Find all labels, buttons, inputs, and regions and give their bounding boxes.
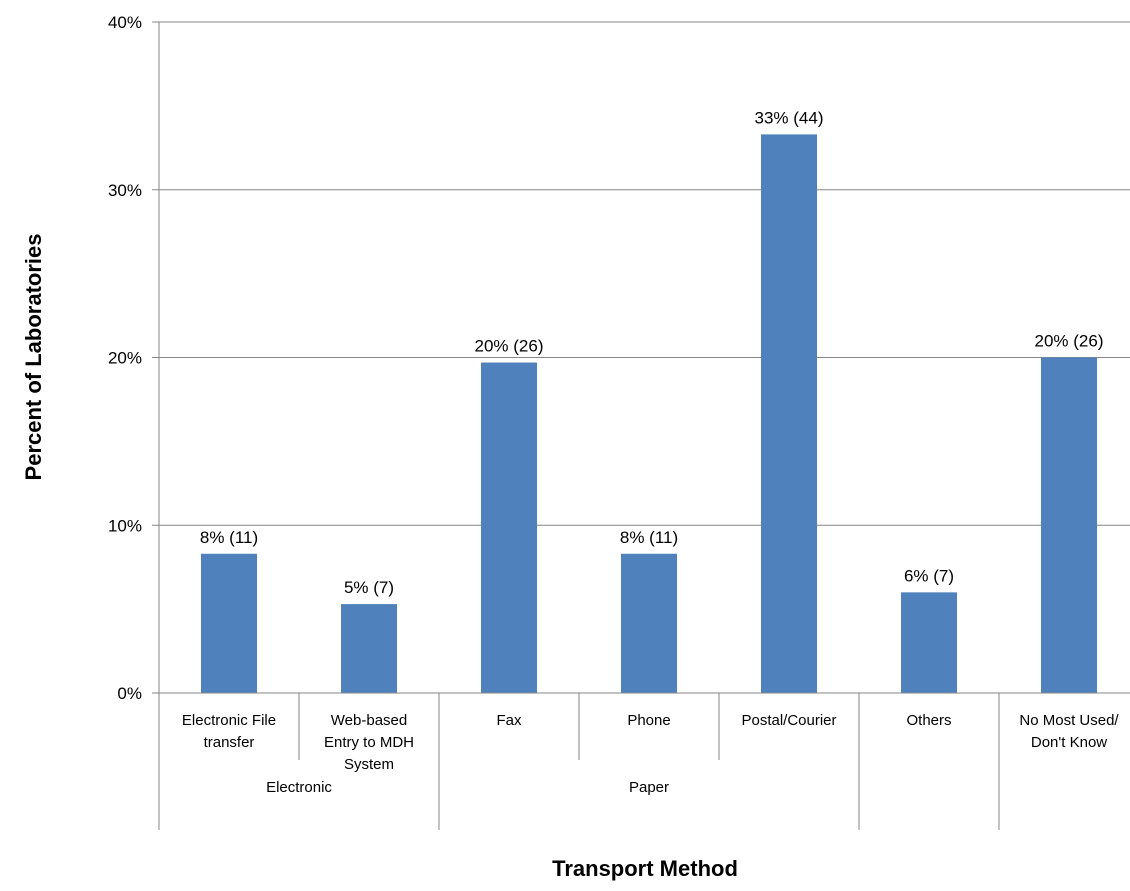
- bars: [201, 134, 1097, 693]
- axes: [152, 21, 1130, 830]
- category-label: Postal/Courier: [741, 712, 836, 729]
- category-label: Phone: [627, 712, 670, 729]
- bar: [1041, 357, 1097, 693]
- y-tick-label: 10%: [108, 516, 142, 535]
- category-label: Others: [906, 712, 951, 729]
- category-label: System: [344, 756, 394, 773]
- y-tick-label: 0%: [117, 684, 142, 703]
- bar: [901, 592, 957, 693]
- data-label: 20% (26): [475, 337, 544, 356]
- bar: [481, 362, 537, 693]
- group-label: Electronic: [266, 779, 332, 796]
- y-axis-title: Percent of Laboratories: [21, 234, 46, 481]
- category-label: Don't Know: [1031, 734, 1107, 751]
- y-tick-label: 40%: [108, 13, 142, 32]
- data-label: 20% (26): [1035, 332, 1104, 351]
- x-axis-title: Transport Method: [552, 856, 738, 881]
- bar: [621, 553, 677, 693]
- data-label: 8% (11): [200, 528, 258, 547]
- y-tick-label: 20%: [108, 349, 142, 368]
- data-label: 6% (7): [904, 566, 954, 585]
- category-label: transfer: [204, 734, 255, 751]
- group-labels: Electronic Paper: [266, 779, 669, 796]
- data-label: 33% (44): [755, 108, 824, 127]
- category-label: Web-based: [331, 712, 407, 729]
- group-label: Paper: [629, 779, 669, 796]
- category-label: Electronic File: [182, 712, 276, 729]
- bar: [341, 604, 397, 693]
- category-label: Fax: [496, 712, 522, 729]
- gridlines: [159, 21, 1130, 526]
- y-tick-label: 30%: [108, 181, 142, 200]
- category-label: Entry to MDH: [324, 734, 414, 751]
- category-label: No Most Used/: [1019, 712, 1119, 729]
- data-labels: 8% (11) 5% (7) 20% (26) 8% (11) 33% (44) 6% (…: [200, 108, 1104, 597]
- bar: [201, 553, 257, 693]
- data-label: 8% (11): [620, 528, 678, 547]
- data-label: 5% (7): [344, 578, 394, 597]
- category-labels: Electronic File transfer Web-based Entry to…: [182, 712, 1120, 773]
- bar: [761, 134, 817, 693]
- y-tick-labels: 0% 10% 20% 30% 40%: [108, 13, 142, 703]
